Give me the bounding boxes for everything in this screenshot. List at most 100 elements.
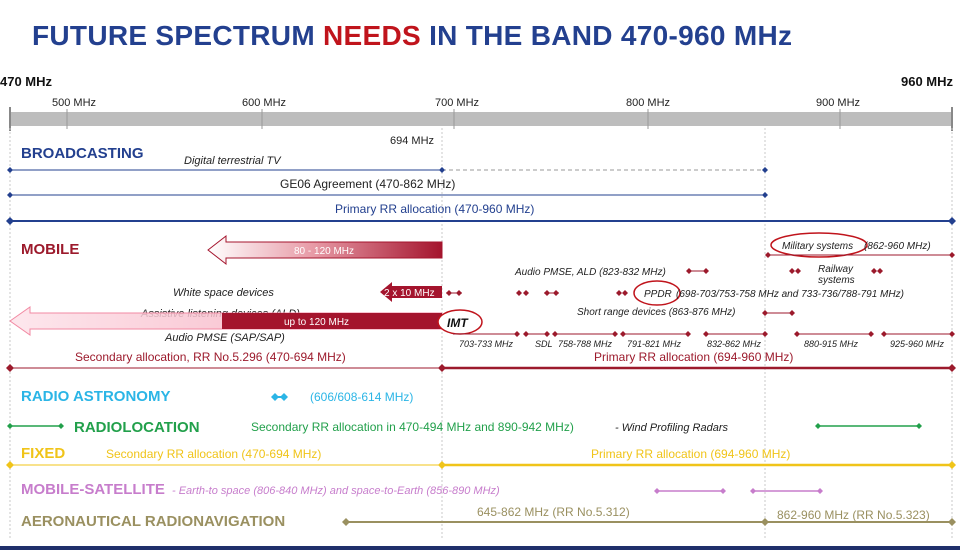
ppdr-marker-3	[516, 290, 522, 296]
radiolocation-marker-4	[916, 423, 922, 429]
radiolocation-marker-1	[7, 423, 13, 429]
white-space-label: White space devices	[173, 287, 274, 299]
arrow-2x10	[380, 282, 442, 302]
sub-band-marker-7	[685, 331, 691, 337]
railway-marker-4	[877, 268, 883, 274]
mobile-satellite-text: - Earth-to space (806-840 MHz) and space…	[172, 485, 500, 497]
broadcasting-heading: BROADCASTING	[21, 145, 144, 162]
audio-pmse-sap-label: Audio PMSE (SAP/SAP)	[164, 332, 285, 344]
arrow-2x10-label: 2 x 10 MHz	[384, 288, 435, 299]
radiolocation-marker-2	[58, 423, 64, 429]
aeronautical-range-2: 862-960 MHz (RR No.5.323)	[777, 508, 930, 522]
audio-pmse-ald-start	[686, 268, 692, 274]
fixed-end-marker	[948, 461, 956, 469]
railway-marker-3	[871, 268, 877, 274]
aeronautical-start-marker	[342, 518, 350, 526]
fixed-heading: FIXED	[21, 445, 65, 462]
railway-marker-2	[795, 268, 801, 274]
arrow-up-to-120-solid	[222, 313, 442, 329]
mobile-satellite-heading: MOBILE-SATELLITE	[21, 481, 165, 498]
sub-band-marker-5	[612, 331, 618, 337]
axis-end-label: 960 MHz	[901, 74, 954, 89]
tick-label-800: 800 MHz	[626, 97, 670, 109]
ppdr-marker-8	[622, 290, 628, 296]
ge06-start-marker	[7, 192, 13, 198]
sub-band-marker-2	[523, 331, 529, 337]
ppdr-ellipse	[633, 280, 681, 306]
military-ellipse	[770, 232, 868, 258]
radiolocation-section: RADIOLOCATION Secondary RR allocation in…	[7, 419, 922, 436]
fixed-section: FIXED Secondary RR allocation (470-694 M…	[6, 445, 956, 469]
mobile-section: MOBILE 80 - 120 MHz Military systems (86…	[6, 232, 956, 372]
radiolocation-note: - Wind Profiling Radars	[615, 422, 728, 434]
broadcasting-primary-end-marker	[948, 217, 956, 225]
title-part-3: IN THE BAND 470-960 MHz	[421, 20, 793, 51]
aeronautical-heading: AERONAUTICAL RADIONAVIGATION	[21, 513, 285, 530]
military-start-marker	[765, 252, 771, 258]
aeronautical-end-marker	[948, 518, 956, 526]
arrow-up-to-120-label: up to 120 MHz	[284, 317, 349, 328]
mobile-mid-marker	[438, 364, 446, 372]
ppdr-marker-4	[523, 290, 529, 296]
sub-band-marker-1	[514, 331, 520, 337]
fixed-start-marker	[6, 461, 14, 469]
ppdr-label: PPDR	[644, 289, 672, 300]
railway-label-2: systems	[818, 275, 855, 286]
fixed-secondary-label: Secondary RR allocation (470-694 MHz)	[106, 447, 321, 461]
radio-astronomy-range: (606/608-614 MHz)	[310, 390, 413, 404]
radiolocation-marker-3	[815, 423, 821, 429]
tick-label-500: 500 MHz	[52, 97, 96, 109]
mobile-satellite-section: MOBILE-SATELLITE - Earth-to space (806-8…	[21, 481, 823, 498]
sub-band-label-832-862: 832-862 MHz	[707, 339, 762, 349]
audio-pmse-ald-end	[703, 268, 709, 274]
short-range-start	[762, 310, 768, 316]
mobile-satellite-marker-2	[720, 488, 726, 494]
sub-band-marker-10	[794, 331, 800, 337]
radio-astronomy-section: RADIO ASTRONOMY (606/608-614 MHz)	[21, 388, 413, 405]
fixed-mid-marker	[438, 461, 446, 469]
railway-marker-1	[789, 268, 795, 274]
sub-band-label-791-821: 791-821 MHz	[627, 339, 682, 349]
tick-label-700: 700 MHz	[435, 97, 479, 109]
ppdr-marker-7	[616, 290, 622, 296]
ppdr-row-markers	[446, 290, 628, 296]
mobile-satellite-marker-1	[654, 488, 660, 494]
aeronautical-mid-marker	[761, 518, 769, 526]
military-end-marker	[949, 252, 955, 258]
sub-band-marker-12	[881, 331, 887, 337]
aeronautical-range-1: 645-862 MHz (RR No.5.312)	[477, 505, 630, 519]
dtt-end-marker	[439, 167, 445, 173]
mobile-primary-label: Primary RR allocation (694-960 MHz)	[594, 350, 793, 364]
mobile-secondary-label: Secondary allocation, RR No.5.296 (470-6…	[75, 350, 346, 364]
short-range-label: Short range devices (863-876 MHz)	[577, 307, 735, 318]
mobile-satellite-marker-4	[817, 488, 823, 494]
sub-band-marker-13	[949, 331, 955, 337]
ge06-end-marker	[762, 192, 768, 198]
sub-band-label-703-733: 703-733 MHz	[459, 339, 514, 349]
dtt-label: Digital terrestrial TV	[184, 155, 282, 167]
ppdr-range: (698-703/753-758 MHz and 733-736/788-791…	[676, 289, 904, 300]
arrow-80-120	[207, 234, 443, 266]
bottom-border	[0, 546, 960, 550]
dtt-start-marker	[7, 167, 13, 173]
railway-markers	[789, 268, 883, 274]
imt-label: IMT	[447, 316, 469, 330]
tick-label-600: 600 MHz	[242, 97, 286, 109]
fixed-primary-label: Primary RR allocation (694-960 MHz)	[591, 447, 790, 461]
sub-band-marker-3	[544, 331, 550, 337]
marker-694-label: 694 MHz	[390, 135, 434, 147]
sub-band-marker-9	[762, 331, 768, 337]
imt-sub-bands: 703-733 MHz SDL 758-788 MHz 791-821 MHz …	[453, 331, 955, 349]
title-needs: NEEDS	[323, 20, 421, 51]
mobile-satellite-marker-3	[750, 488, 756, 494]
short-range-end	[789, 310, 795, 316]
railway-label-1: Railway	[818, 264, 854, 275]
broadcasting-primary-start-marker	[6, 217, 14, 225]
broadcasting-primary-label: Primary RR allocation (470-960 MHz)	[335, 202, 534, 216]
sub-band-label-sdl: SDL	[535, 339, 553, 349]
axis-start-label: 470 MHz	[0, 74, 53, 89]
page-title: FUTURE SPECTRUM NEEDS IN THE BAND 470-96…	[32, 20, 792, 52]
sub-band-label-880-915: 880-915 MHz	[804, 339, 859, 349]
sub-band-label-925-960: 925-960 MHz	[890, 339, 945, 349]
